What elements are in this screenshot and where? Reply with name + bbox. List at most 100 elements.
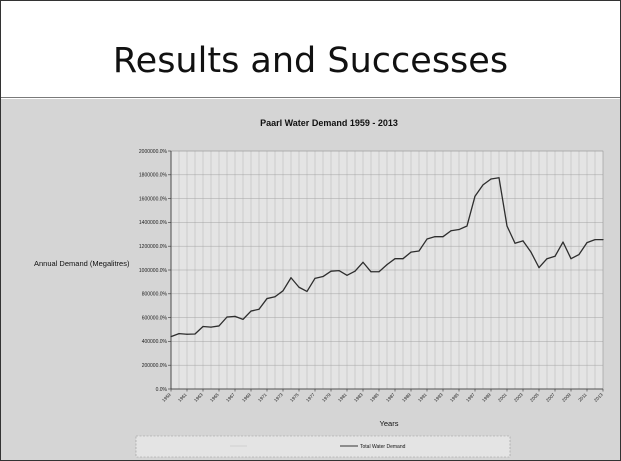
y-tick-label: 1600000.0% [139, 196, 168, 202]
legend-label-total-water-demand: Total Water Demand [360, 444, 406, 450]
data-point [378, 271, 380, 273]
y-tick-label: 200000.0% [142, 363, 168, 369]
x-tick-label: 1989 [401, 392, 412, 403]
x-tick-label: 1969 [241, 392, 252, 403]
y-tick-label: 1000000.0% [139, 268, 168, 274]
data-point [458, 228, 460, 231]
data-point [418, 250, 420, 252]
data-point [322, 275, 324, 278]
data-point [354, 270, 356, 272]
data-point [170, 336, 172, 338]
title-divider [1, 97, 620, 98]
data-point [602, 239, 604, 241]
x-tick-label: 1973 [273, 392, 284, 403]
data-point [290, 277, 292, 279]
x-tick-label: 1981 [337, 392, 348, 403]
x-tick-label: 2003 [513, 392, 524, 403]
data-point [474, 195, 476, 197]
series-group [170, 177, 604, 338]
x-axis-ticks: 1959 1961 1963 1965 1967 1969 1971 1973 1975 1977… [161, 389, 604, 403]
x-axis-label: Years [380, 419, 399, 428]
data-point [442, 236, 444, 238]
data-point [298, 286, 300, 288]
chart-title: Paarl Water Demand 1959 - 2013 [260, 118, 398, 128]
data-point [218, 325, 220, 327]
data-point [514, 242, 516, 244]
data-point [346, 274, 348, 276]
data-point [578, 253, 580, 256]
data-point [178, 333, 180, 335]
chart-panel: Paarl Water Demand 1959 - 2013 0.0% 20000… [1, 99, 620, 460]
y-axis-label: Annual Demand (Megalitres) [34, 259, 130, 268]
data-point [258, 308, 260, 310]
y-tick-label: 600000.0% [142, 315, 168, 321]
x-tick-label: 1995 [449, 392, 460, 403]
data-point [570, 258, 572, 260]
x-tick-label: 1963 [193, 392, 204, 403]
x-tick-label: 2001 [497, 392, 508, 403]
x-tick-label: 1997 [465, 392, 476, 403]
data-point [314, 277, 316, 279]
data-point [386, 264, 388, 266]
data-point [562, 241, 564, 243]
data-point [466, 225, 468, 227]
data-point [538, 267, 540, 269]
x-tick-label: 1993 [433, 392, 444, 403]
data-point [202, 325, 204, 328]
x-tick-label: 1991 [417, 392, 428, 403]
data-point [282, 290, 284, 292]
data-point [546, 258, 548, 260]
y-tick-label: 1800000.0% [139, 173, 168, 179]
data-point [482, 184, 484, 186]
x-tick-label: 2005 [529, 392, 540, 403]
data-point [594, 239, 596, 241]
data-point [410, 251, 412, 253]
x-tick-label: 1999 [481, 392, 492, 403]
data-point [506, 225, 508, 227]
x-tick-label: 1961 [177, 392, 188, 403]
x-tick-label: 1979 [321, 392, 332, 403]
x-tick-label: 2011 [577, 392, 588, 403]
data-point [530, 251, 532, 253]
x-tick-label: 1959 [161, 392, 172, 403]
y-tick-label: 1400000.0% [139, 220, 168, 226]
data-point [554, 255, 556, 257]
data-point [586, 242, 588, 244]
x-tick-label: 1983 [353, 392, 364, 403]
x-tick-label: 1987 [385, 392, 396, 403]
data-point [330, 270, 332, 272]
x-tick-label: 1977 [305, 392, 316, 403]
x-tick-label: 1965 [209, 392, 220, 403]
data-point [194, 333, 196, 335]
x-tick-label: 1971 [257, 392, 268, 403]
x-tick-label: 1967 [225, 392, 236, 403]
data-point [306, 290, 308, 293]
data-point [490, 178, 492, 180]
data-point [266, 297, 268, 300]
data-point [450, 230, 452, 232]
y-tick-label: 1200000.0% [139, 244, 168, 250]
legend-box [135, 435, 511, 458]
y-tick-label: 400000.0% [142, 339, 168, 345]
y-tick-label: 800000.0% [142, 292, 168, 298]
data-point [362, 261, 364, 263]
data-point [234, 315, 236, 318]
data-point [370, 271, 372, 273]
x-tick-label: 2007 [545, 392, 556, 403]
data-point [186, 333, 188, 335]
y-tick-label: 0.0% [156, 387, 168, 393]
data-point [402, 258, 404, 260]
data-point [242, 318, 244, 320]
data-point [498, 177, 500, 179]
x-tick-label: 1975 [289, 392, 300, 403]
water-demand-chart: Paarl Water Demand 1959 - 2013 0.0% 20000… [34, 118, 604, 458]
y-axis-ticks: 0.0% 200000.0% 400000.0% 600000.0% 800000.0%… [139, 149, 171, 393]
data-point [274, 296, 276, 298]
data-point [426, 238, 428, 240]
data-point [210, 326, 212, 328]
y-tick-label: 2000000.0% [139, 149, 168, 155]
data-point [338, 269, 340, 272]
x-tick-label: 1985 [369, 392, 380, 403]
slide-title: Results and Successes [112, 41, 509, 81]
